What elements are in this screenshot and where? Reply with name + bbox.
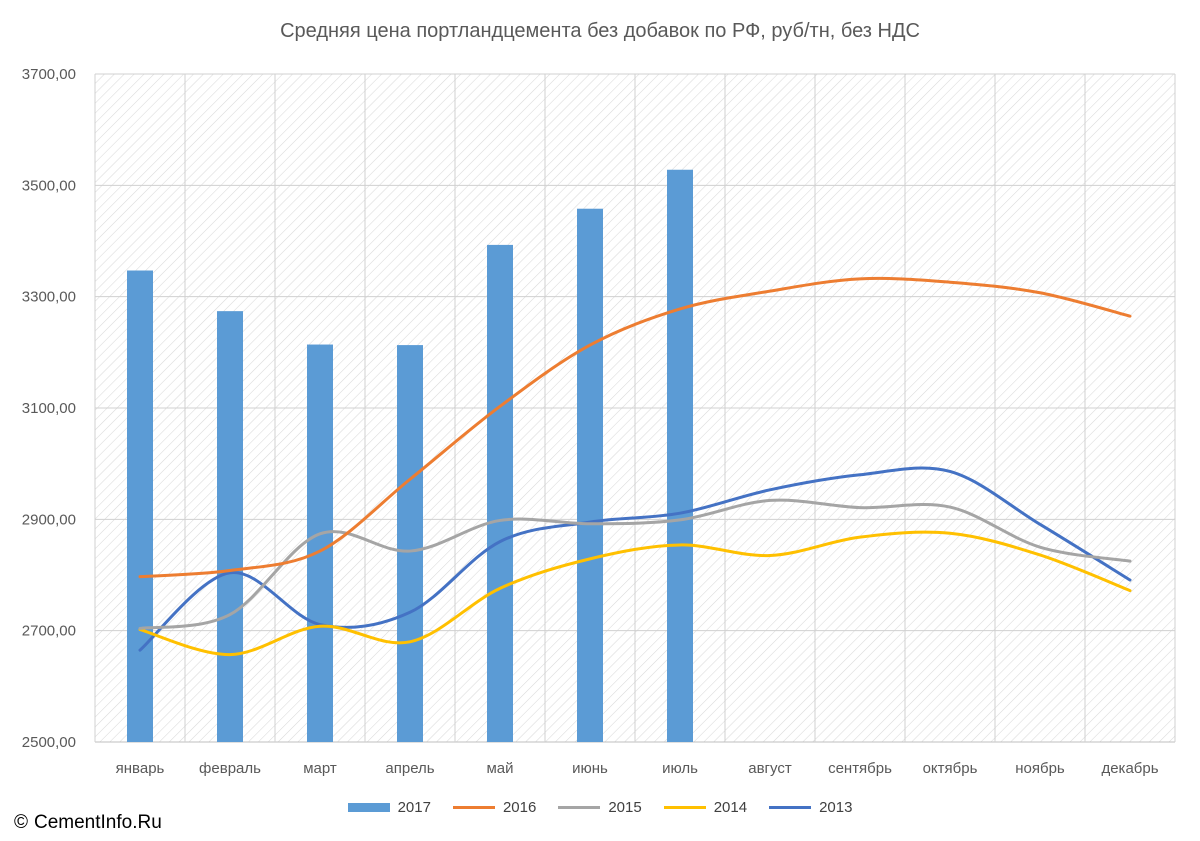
copyright-icon: ©: [14, 812, 28, 833]
y-tick-label: 3500,00: [22, 177, 76, 194]
legend-swatch: [663, 806, 706, 809]
bar-2017: [487, 244, 513, 742]
bar-2017: [127, 270, 153, 742]
x-tick-label: декабрь: [1101, 760, 1158, 777]
x-tick-label: март: [303, 760, 337, 777]
y-tick-label: 2700,00: [22, 623, 76, 640]
line-series: [138, 276, 1132, 657]
grid-lines: [94, 73, 1176, 743]
x-tick-label: июль: [662, 760, 698, 777]
line-2015: [138, 498, 1132, 630]
line-2016: [138, 276, 1132, 579]
legend-item-2017: 2017: [347, 799, 431, 816]
chart-title: Средняя цена портландцемента без добавок…: [280, 20, 920, 42]
legend-item-2013: 2013: [769, 799, 852, 816]
legend-label: 2014: [713, 799, 748, 816]
x-tick-label: октябрь: [923, 760, 978, 777]
y-axis: 2500,00 2700,00 2900,00 3100,00 3300,00 3500,…: [22, 66, 76, 751]
line-2014: [138, 530, 1132, 657]
credit-text: © CementInfo.Ru: [14, 812, 162, 834]
x-tick-label: май: [486, 760, 513, 777]
x-tick-label: июнь: [572, 760, 608, 777]
x-tick-label: январь: [116, 760, 165, 777]
legend-swatch: [452, 806, 495, 809]
x-axis: январь февраль март апрель май июнь июль август…: [116, 760, 1159, 777]
legend-item-2014: 2014: [663, 799, 748, 816]
bar-2017: [667, 169, 693, 742]
legend-swatch: [347, 803, 390, 812]
credit-site: CementInfo.Ru: [34, 812, 162, 833]
legend-item-2016: 2016: [452, 799, 537, 816]
legend-swatch: [558, 806, 601, 809]
bar-2017: [217, 311, 243, 742]
line-2013: [138, 466, 1132, 652]
legend: 2017 2016 2015 2014 2013: [0, 799, 1200, 816]
legend-item-2015: 2015: [558, 799, 642, 816]
x-tick-label: февраль: [199, 760, 261, 777]
bar-2017: [307, 344, 333, 742]
x-tick-label: сентябрь: [828, 760, 892, 777]
bar-2017: [577, 208, 603, 743]
legend-label: 2017: [397, 799, 431, 816]
legend-label: 2013: [819, 799, 853, 816]
y-tick-label: 2900,00: [22, 511, 76, 528]
x-tick-label: ноябрь: [1015, 760, 1065, 777]
legend-label: 2015: [608, 799, 642, 816]
bar-2017: [397, 345, 423, 742]
legend-swatch: [769, 806, 812, 809]
y-tick-label: 3300,00: [22, 289, 76, 306]
y-tick-label: 3100,00: [22, 400, 76, 417]
y-tick-label: 3700,00: [22, 66, 76, 83]
bar-series-2017: [127, 169, 693, 743]
y-tick-label: 2500,00: [22, 734, 76, 751]
x-tick-label: август: [748, 760, 792, 777]
x-tick-label: апрель: [385, 760, 434, 777]
legend-label: 2016: [502, 799, 537, 816]
